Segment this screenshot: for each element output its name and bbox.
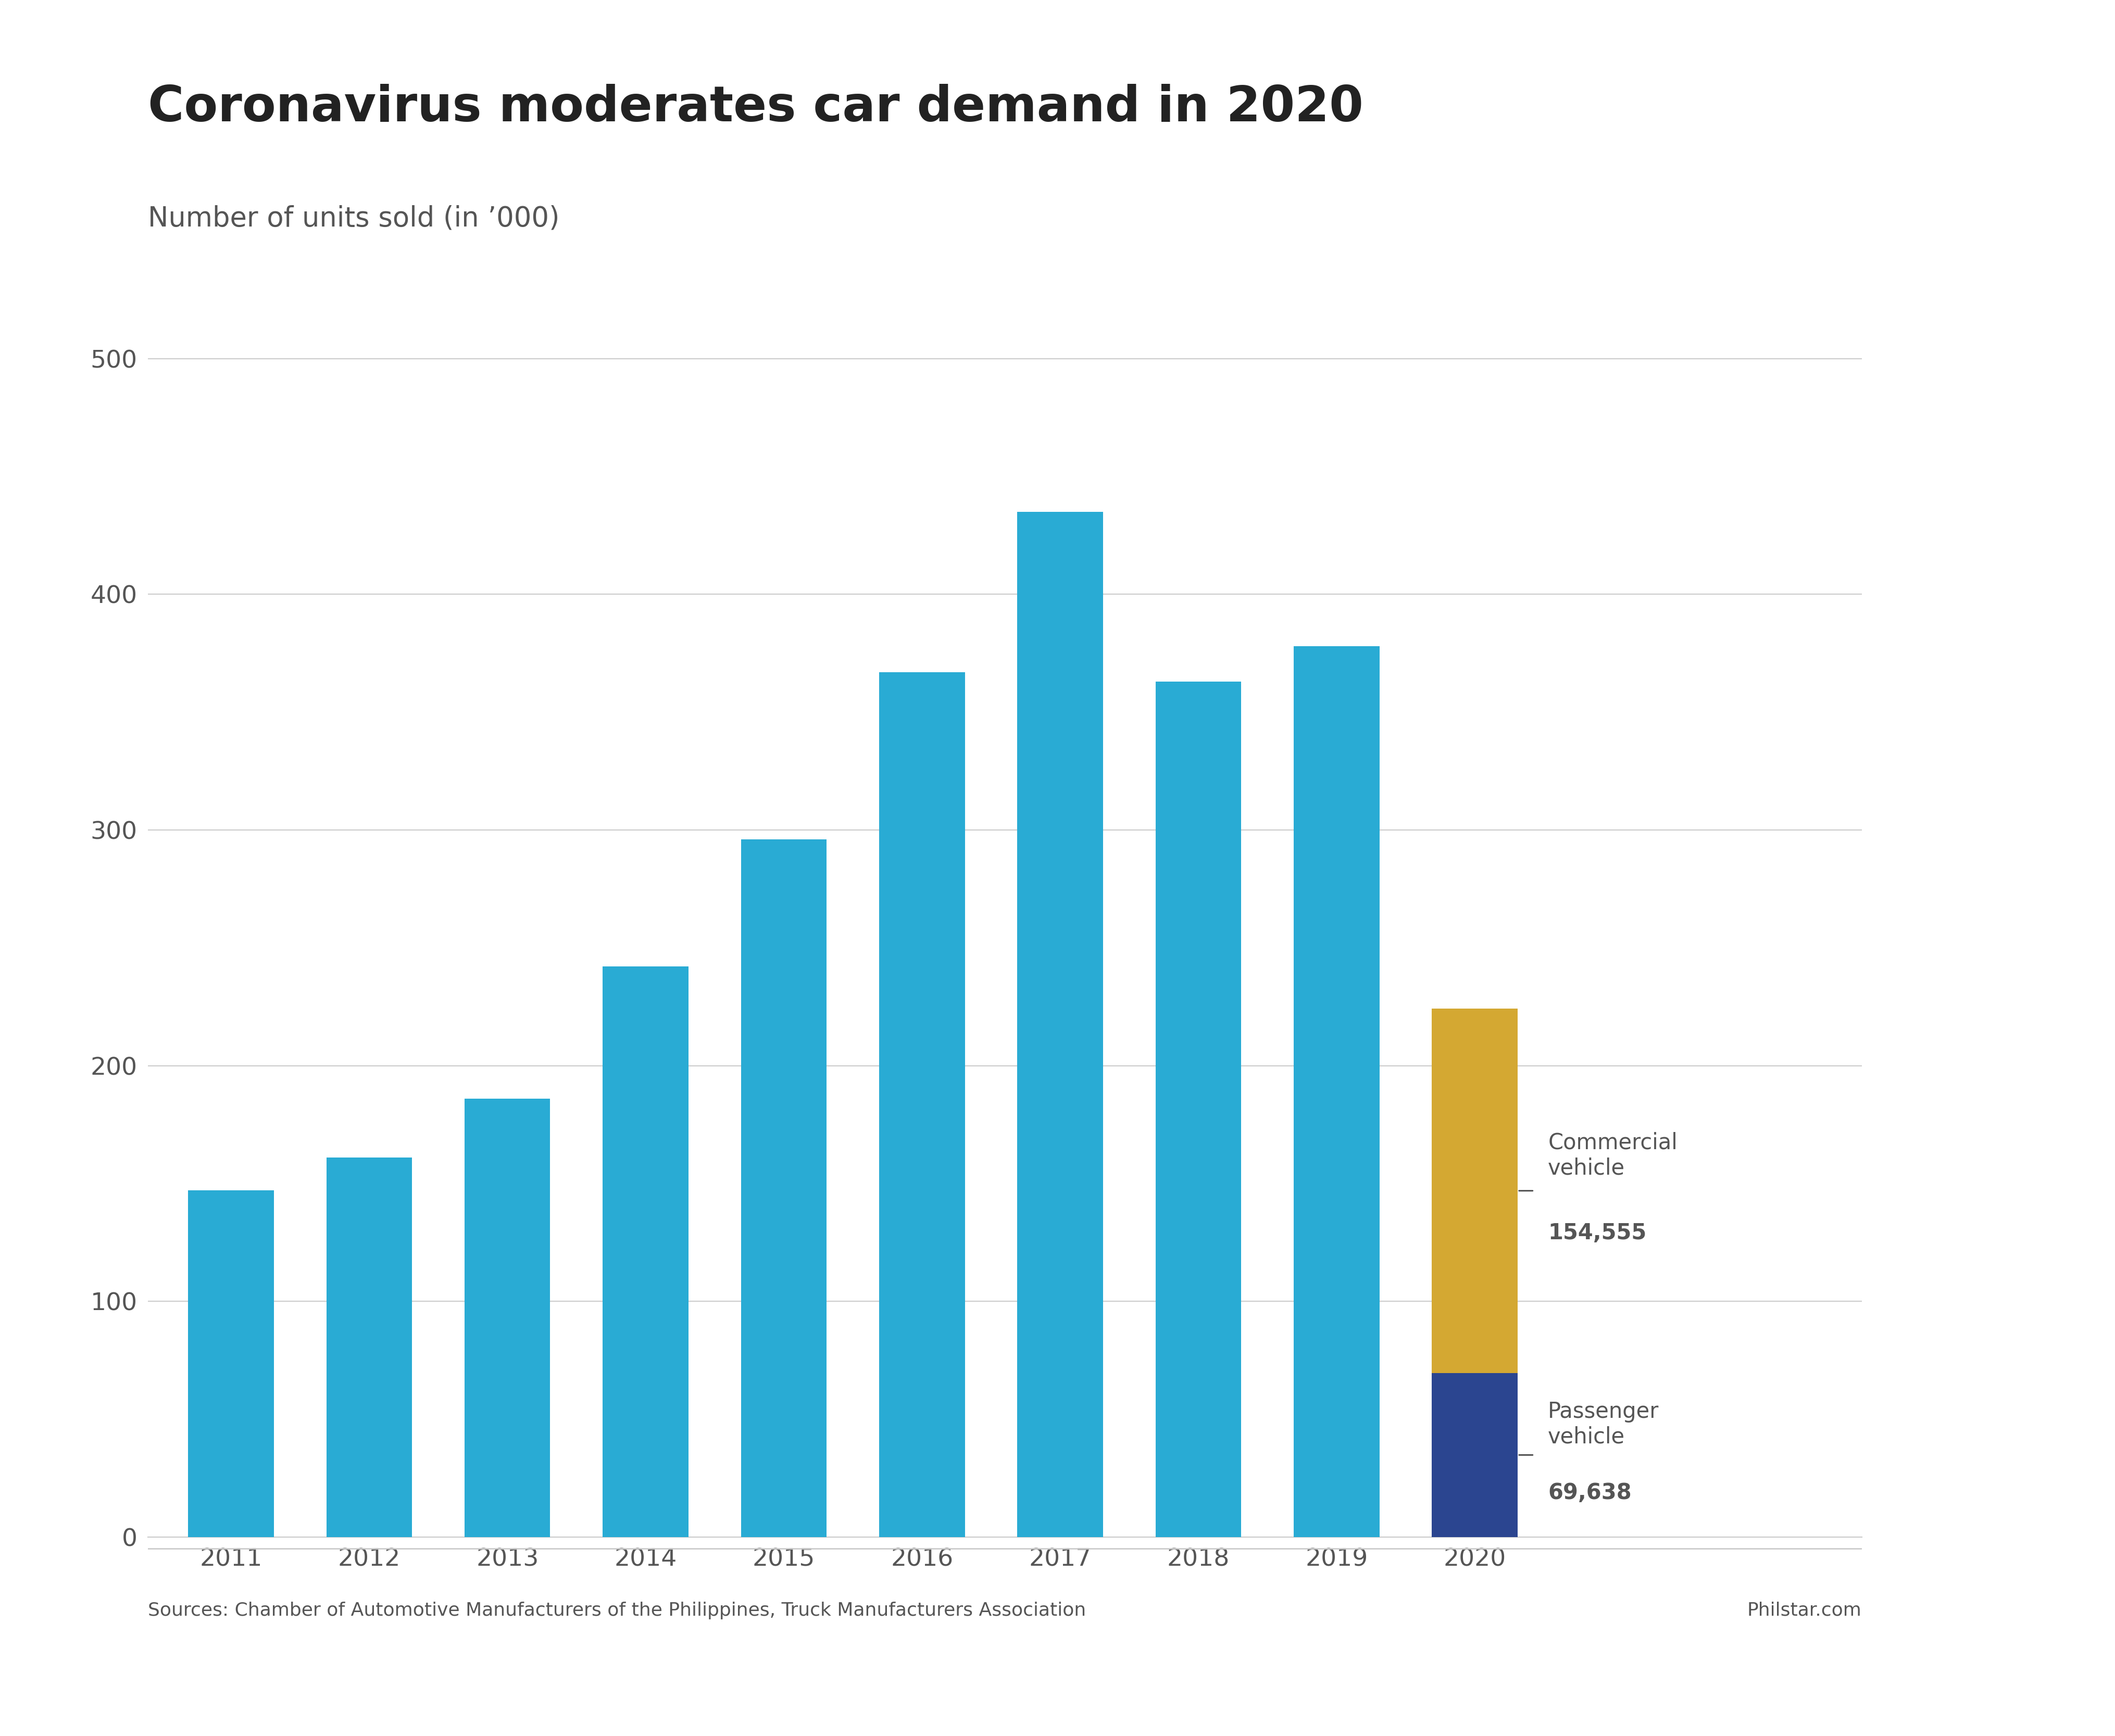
Bar — [1017, 512, 1102, 1536]
Bar — [465, 1099, 550, 1536]
Bar — [603, 967, 687, 1536]
Bar — [1155, 682, 1242, 1536]
Text: Sources: Chamber of Automotive Manufacturers of the Philippines, Truck Manufactu: Sources: Chamber of Automotive Manufactu… — [148, 1602, 1085, 1620]
Text: Commercial
vehicle: Commercial vehicle — [1548, 1132, 1677, 1179]
Bar — [740, 838, 827, 1536]
Bar — [1432, 1009, 1516, 1373]
Text: 69,638: 69,638 — [1548, 1483, 1631, 1503]
Bar — [880, 672, 964, 1536]
Bar — [1432, 1373, 1516, 1536]
Text: Number of units sold (in ’000): Number of units sold (in ’000) — [148, 205, 560, 233]
Bar — [1294, 646, 1379, 1536]
Bar — [188, 1191, 273, 1536]
Bar — [326, 1158, 412, 1536]
Text: Philstar.com: Philstar.com — [1747, 1602, 1861, 1620]
Text: Coronavirus moderates car demand in 2020: Coronavirus moderates car demand in 2020 — [148, 83, 1364, 132]
Text: Passenger
vehicle: Passenger vehicle — [1548, 1401, 1658, 1448]
Text: 154,555: 154,555 — [1548, 1222, 1645, 1245]
